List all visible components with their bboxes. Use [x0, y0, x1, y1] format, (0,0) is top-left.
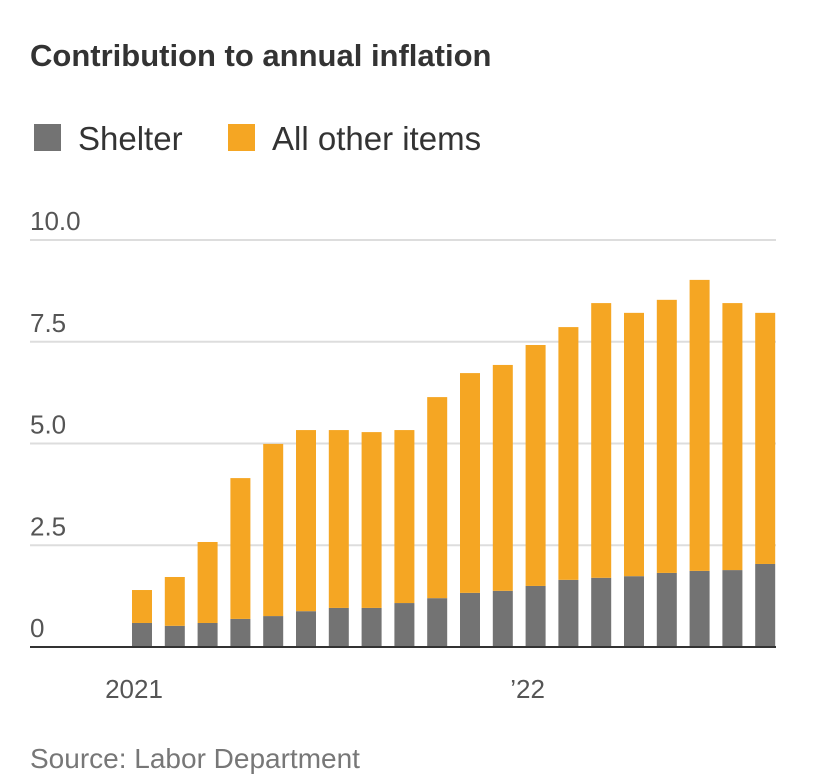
bar-other-8	[394, 430, 415, 604]
y-tick-label: 2.5	[30, 511, 66, 541]
legend-label-other: All other items	[272, 120, 481, 157]
bar-other-4	[263, 443, 284, 617]
bar-shelter-14	[591, 577, 612, 647]
legend-swatch-shelter	[34, 124, 61, 151]
bar-shelter-7	[361, 607, 382, 647]
bar-other-2	[197, 541, 218, 623]
bar-other-1	[164, 576, 185, 626]
bar-other-15	[624, 312, 644, 577]
legend: Shelter All other items	[34, 120, 481, 157]
bar-shelter-8	[394, 603, 415, 647]
bar-shelter-13	[558, 579, 579, 647]
bar-other-11	[492, 364, 513, 591]
bar-other-16	[656, 299, 677, 573]
y-tick-label: 10.0	[30, 206, 81, 236]
y-tick-label: 0	[30, 613, 44, 643]
y-tick-label: 7.5	[30, 308, 66, 338]
bar-shelter-18	[722, 570, 743, 647]
x-tick-label: 2021	[105, 674, 163, 704]
bar-shelter-0	[132, 622, 152, 647]
bar-shelter-5	[296, 611, 316, 647]
chart-title: Contribution to annual inflation	[30, 38, 491, 73]
legend-swatch-other	[228, 124, 255, 151]
bar-shelter-2	[197, 622, 218, 647]
bar-other-19	[755, 312, 776, 564]
bar-shelter-4	[263, 616, 284, 647]
legend-label-shelter: Shelter	[78, 120, 183, 157]
bar-shelter-16	[656, 572, 677, 647]
bar-other-13	[558, 327, 579, 580]
bar-shelter-19	[755, 563, 776, 647]
bar-other-17	[689, 279, 710, 571]
bar-shelter-3	[230, 618, 251, 647]
bar-shelter-12	[525, 585, 546, 647]
bar-other-9	[427, 397, 448, 599]
bar-other-12	[525, 345, 546, 586]
bar-shelter-6	[328, 607, 349, 647]
bar-shelter-11	[492, 590, 513, 647]
bar-shelter-1	[164, 625, 185, 647]
bar-other-10	[460, 373, 480, 593]
bar-other-5	[296, 430, 316, 612]
bar-other-6	[328, 430, 349, 608]
bar-shelter-10	[460, 592, 480, 647]
bar-other-3	[230, 478, 251, 619]
bar-other-18	[722, 303, 743, 571]
source-note: Source: Labor Department	[30, 743, 360, 774]
bar-other-7	[361, 432, 382, 608]
bar-shelter-9	[427, 598, 448, 647]
x-tick-label: ’22	[510, 674, 545, 704]
bar-shelter-17	[689, 570, 710, 647]
y-tick-label: 5.0	[30, 410, 66, 440]
bar-other-14	[591, 303, 612, 578]
bar-other-0	[132, 590, 152, 623]
bar-shelter-15	[624, 576, 644, 647]
